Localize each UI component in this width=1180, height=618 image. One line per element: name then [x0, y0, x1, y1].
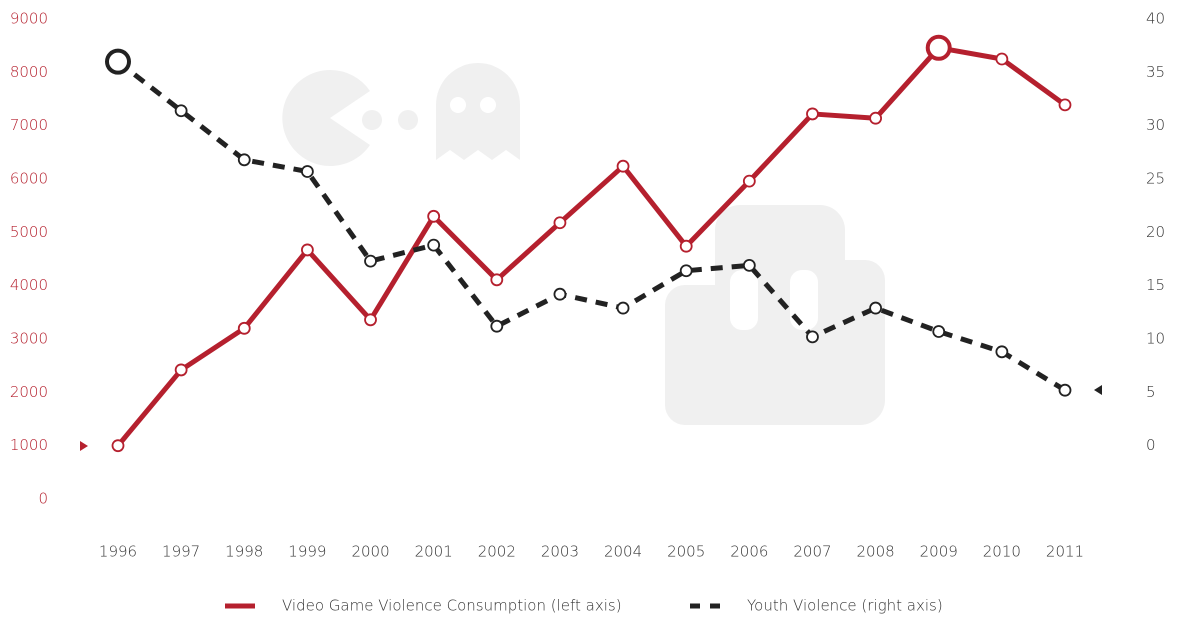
point: [427, 238, 441, 252]
point: [995, 345, 1009, 359]
x-tick-label: 2001: [415, 543, 453, 561]
point: [237, 153, 251, 167]
y2-tick-label: 25: [1146, 170, 1165, 188]
point: [925, 34, 952, 61]
y-tick-label: 0: [38, 490, 48, 508]
point: [1058, 98, 1072, 112]
point: [553, 216, 567, 230]
x-tick-label: 2008: [857, 543, 895, 561]
y-tick-label: 6000: [10, 170, 48, 188]
x-tick-label: 2010: [983, 543, 1021, 561]
x-tick-label: 2000: [351, 543, 389, 561]
x-tick-label: 1997: [162, 543, 200, 561]
point: [995, 52, 1009, 66]
y2-tick-label: 30: [1146, 116, 1165, 134]
y2-tick-label: 20: [1146, 223, 1165, 241]
y2-tick-label: 15: [1146, 276, 1165, 294]
x-tick-label: 2004: [604, 543, 642, 561]
series-line: [116, 45, 1067, 448]
point: [869, 301, 882, 315]
point: [174, 363, 188, 377]
y-tick-label: 3000: [10, 330, 48, 348]
point: [111, 439, 125, 453]
point: [174, 104, 188, 118]
x-tick-label: 2005: [667, 543, 705, 561]
axis-pointer: [1094, 385, 1102, 395]
x-tick-label: 2003: [541, 543, 579, 561]
y-tick-label: 4000: [10, 276, 48, 294]
y-tick-label: 7000: [10, 116, 48, 134]
point: [869, 111, 882, 125]
point: [742, 258, 756, 272]
y-tick-label: 9000: [10, 10, 48, 28]
point: [300, 165, 314, 178]
y-tick-label: 5000: [10, 223, 48, 241]
x-tick-label: 2006: [730, 543, 768, 561]
point: [679, 239, 693, 253]
x-tick-label: 1999: [288, 543, 326, 561]
point: [742, 174, 756, 188]
point: [490, 319, 504, 333]
x-tick-label: 2007: [793, 543, 831, 561]
y2-tick-label: 10: [1146, 330, 1165, 348]
axis-pointer: [80, 441, 88, 451]
point: [364, 254, 377, 268]
point: [616, 301, 630, 315]
point: [237, 321, 251, 335]
y2-tick-label: 35: [1146, 63, 1165, 81]
legend-label: Video Game Violence Consumption (left ax…: [282, 597, 622, 615]
point: [364, 313, 377, 327]
y2-tick-label: 40: [1146, 10, 1165, 28]
y-tick-label: 1000: [10, 436, 48, 454]
point: [679, 264, 693, 278]
point: [616, 159, 630, 173]
point: [105, 48, 131, 75]
point: [553, 287, 567, 301]
legend-label: Youth Violence (right axis): [747, 597, 943, 615]
point: [806, 330, 819, 344]
y-tick-label: 8000: [10, 63, 48, 81]
series-line: [116, 59, 1067, 393]
y2-tick-label: 0: [1146, 436, 1156, 454]
x-tick-label: 2011: [1046, 543, 1084, 561]
point: [932, 325, 946, 338]
point: [300, 243, 314, 257]
y2-tick-label: 5: [1146, 383, 1156, 401]
x-tick-label: 1998: [225, 543, 263, 561]
point: [1058, 383, 1072, 397]
background-art: [282, 63, 885, 425]
x-tick-label: 1996: [99, 543, 137, 561]
x-tick-label: 2002: [478, 543, 516, 561]
point: [806, 107, 819, 121]
y-tick-label: 2000: [10, 383, 48, 401]
x-tick-label: 2009: [920, 543, 958, 561]
point: [427, 209, 441, 223]
point: [490, 273, 504, 287]
